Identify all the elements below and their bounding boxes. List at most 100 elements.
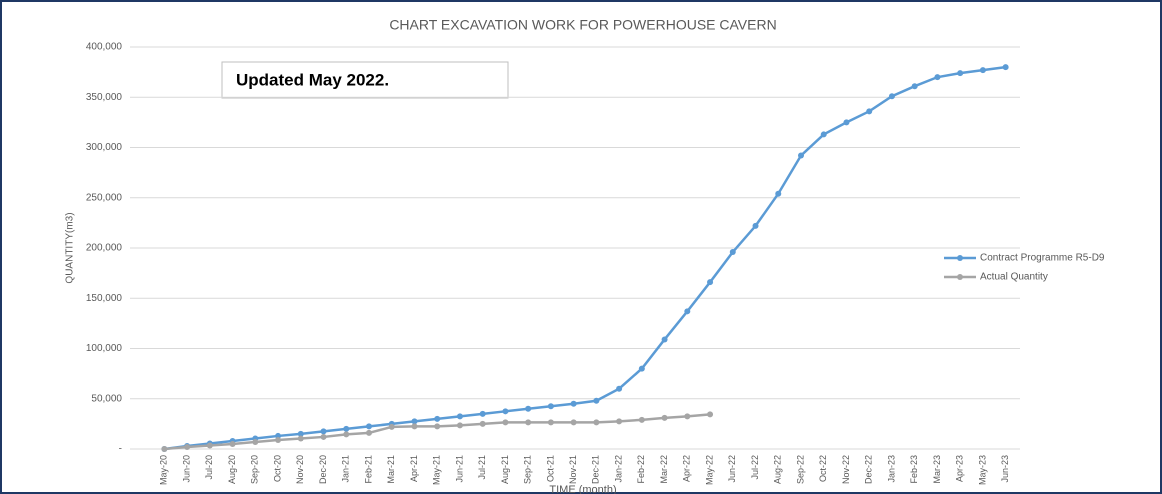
data-point — [320, 433, 327, 440]
x-tick-label: Jan-23 — [886, 455, 896, 483]
x-tick-label: Oct-21 — [545, 455, 555, 482]
x-tick-label: Jun-22 — [727, 455, 737, 483]
x-tick-label: Dec-20 — [318, 455, 328, 484]
x-tick-label: Apr-22 — [682, 455, 692, 482]
x-tick-label: Aug-22 — [773, 455, 783, 484]
x-tick-label: Jan-21 — [341, 455, 351, 483]
x-tick-label: May-22 — [704, 455, 714, 485]
x-tick-label: Nov-20 — [295, 455, 305, 484]
data-point — [502, 419, 509, 426]
y-tick-label: - — [119, 444, 122, 455]
x-tick-label: Oct-20 — [272, 455, 282, 482]
data-point — [684, 413, 691, 420]
data-point — [320, 428, 327, 435]
data-point — [911, 83, 918, 90]
annotation: Updated May 2022. — [236, 70, 389, 89]
data-point — [752, 222, 759, 229]
data-point — [456, 422, 463, 429]
data-point — [252, 438, 259, 445]
data-point — [525, 419, 532, 426]
data-point — [343, 425, 350, 432]
x-tick-label: Dec-21 — [591, 455, 601, 484]
x-tick-label: Feb-21 — [363, 455, 373, 484]
series-line — [164, 65, 1006, 451]
x-tick-label: Aug-20 — [227, 455, 237, 484]
x-tick-label: Nov-21 — [568, 455, 578, 484]
legend-label: Actual Quantity — [980, 272, 1048, 283]
data-point — [456, 413, 463, 420]
data-point — [479, 420, 486, 427]
data-point — [161, 446, 168, 452]
data-point — [411, 418, 418, 425]
x-tick-label: Mar-23 — [932, 455, 942, 484]
data-point — [866, 108, 873, 115]
data-point — [184, 443, 191, 450]
x-tick-label: May-20 — [159, 455, 169, 485]
x-tick-label: Jun-23 — [1000, 455, 1010, 483]
data-point — [661, 336, 668, 343]
legend-label: Contract Programme R5-D9 — [980, 253, 1105, 264]
x-tick-label: Apr-21 — [409, 455, 419, 482]
y-tick-label: 400,000 — [86, 42, 123, 53]
y-tick-label: 300,000 — [86, 142, 123, 153]
data-point — [570, 400, 577, 407]
data-point — [616, 385, 623, 392]
y-tick-label: 150,000 — [86, 293, 123, 304]
data-point — [343, 431, 350, 438]
data-point — [275, 436, 282, 443]
data-point — [434, 423, 441, 430]
x-axis-label: TIME (month) — [549, 484, 616, 494]
data-point — [388, 423, 395, 430]
y-tick-label: 50,000 — [91, 393, 122, 404]
data-point — [1002, 64, 1009, 71]
data-point — [229, 440, 236, 447]
data-point — [366, 423, 372, 430]
x-tick-label: Jul-21 — [477, 455, 487, 480]
x-tick-label: Mar-21 — [386, 455, 396, 484]
y-tick-label: 100,000 — [86, 343, 123, 354]
data-point — [547, 403, 554, 410]
data-point — [434, 415, 441, 422]
data-point — [957, 70, 964, 77]
data-point — [707, 279, 714, 286]
x-tick-label: Oct-22 — [818, 455, 828, 482]
data-point — [297, 430, 304, 437]
x-tick-label: Feb-23 — [909, 455, 919, 484]
legend-marker — [957, 274, 963, 280]
data-point — [616, 418, 623, 425]
data-point — [707, 411, 714, 418]
y-tick-label: 350,000 — [86, 92, 123, 103]
x-tick-label: Nov-22 — [841, 455, 851, 484]
data-point — [593, 419, 600, 426]
x-tick-label: May-21 — [432, 455, 442, 485]
data-point — [843, 119, 850, 126]
x-tick-label: Sep-22 — [795, 455, 805, 484]
x-tick-label: Feb-22 — [636, 455, 646, 484]
x-tick-label: Jul-22 — [750, 455, 760, 480]
data-point — [411, 423, 418, 430]
y-axis-label: QUANTITY(m3) — [65, 212, 76, 283]
data-point — [525, 405, 532, 412]
chart-title: CHART EXCAVATION WORK FOR POWERHOUSE CAV… — [389, 17, 776, 33]
x-tick-label: Jun-21 — [454, 455, 464, 483]
x-tick-label: Dec-22 — [864, 455, 874, 484]
data-point — [547, 419, 554, 426]
x-tick-label: Jul-20 — [204, 455, 214, 480]
x-tick-label: Aug-21 — [500, 455, 510, 484]
data-point — [820, 131, 827, 138]
data-point — [479, 410, 486, 417]
x-tick-label: May-23 — [977, 455, 987, 485]
data-point — [206, 442, 213, 449]
y-tick-label: 250,000 — [86, 192, 123, 203]
data-point — [798, 152, 804, 159]
data-point — [775, 190, 782, 197]
data-point — [638, 365, 645, 372]
data-point — [979, 67, 986, 74]
x-tick-label: Mar-22 — [659, 455, 669, 484]
x-tick-label: Sep-20 — [250, 455, 260, 484]
annotation-box — [221, 61, 509, 99]
data-point — [729, 249, 736, 256]
data-point — [297, 435, 304, 442]
data-point — [366, 429, 372, 436]
